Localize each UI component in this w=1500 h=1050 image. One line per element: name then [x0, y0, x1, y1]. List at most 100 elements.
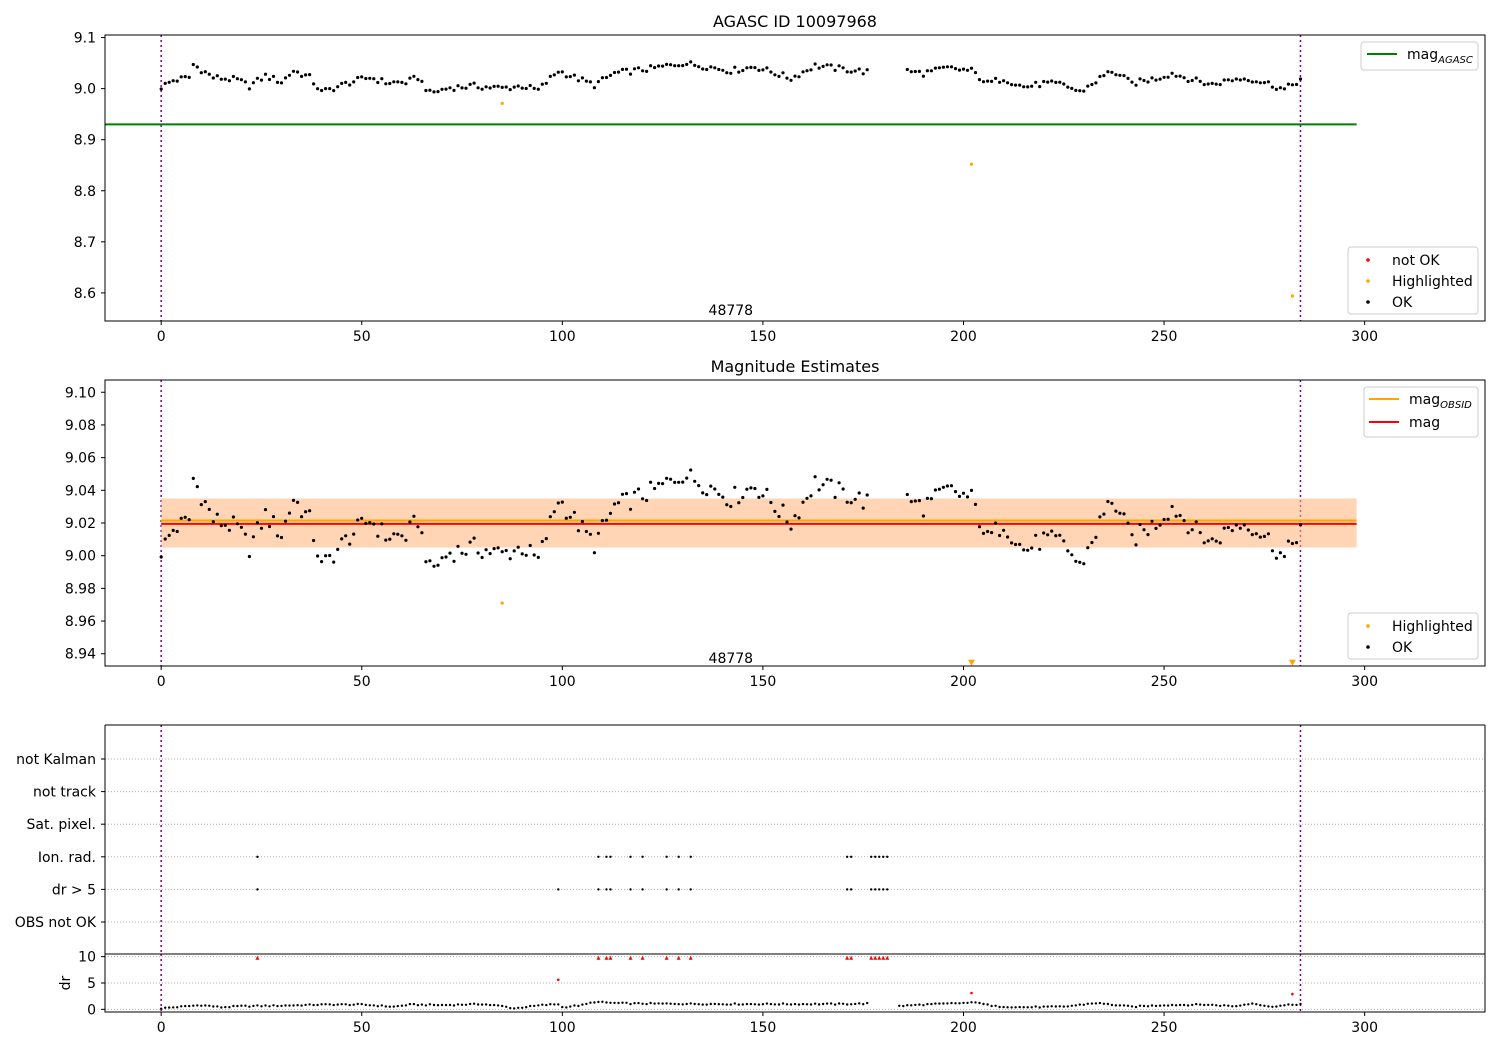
ok-point	[697, 484, 701, 488]
ok-point	[1254, 532, 1258, 536]
ok-point	[709, 484, 713, 488]
dr-ok-point	[1078, 1003, 1082, 1006]
ok-point	[508, 88, 512, 92]
ok-point	[749, 486, 753, 490]
ok-point	[632, 67, 637, 71]
ok-point	[1234, 77, 1238, 81]
dr-ok-point	[1018, 1005, 1021, 1009]
ok-point	[753, 486, 757, 491]
ok-point	[937, 66, 942, 70]
dr-ok-point	[549, 1003, 552, 1006]
dr-ok-point	[304, 1003, 307, 1007]
dr-ok-point	[1166, 1004, 1170, 1007]
dr-ok-point	[617, 1001, 620, 1005]
ok-point	[199, 71, 203, 75]
ok-point	[949, 65, 954, 69]
ok-point	[721, 68, 725, 72]
dr-ok-point	[452, 1004, 456, 1007]
ok-point	[990, 531, 994, 535]
dr-off-scale-marker	[664, 955, 669, 960]
dr-ok-point	[492, 1003, 496, 1007]
ok-point	[211, 76, 215, 80]
ok-point	[701, 67, 705, 71]
ok-point	[994, 76, 998, 80]
ok-point	[195, 65, 199, 69]
ok-point	[1286, 82, 1290, 86]
dr-panel: dr 0 50 100 150 200 250 300 0 5 10	[58, 950, 1486, 1036]
ok-point	[1138, 77, 1142, 81]
ok-point	[701, 491, 705, 495]
ok-point	[300, 515, 304, 519]
ok-point	[817, 488, 821, 492]
legend-label: OK	[1392, 640, 1413, 656]
y-tick-label: 8.94	[65, 647, 96, 663]
dr-ok-point	[1058, 1005, 1062, 1008]
ok-point	[641, 497, 645, 501]
dr-ok-point	[633, 1002, 636, 1005]
dr-ok-point	[200, 1004, 203, 1007]
dr-ok-point	[1110, 1003, 1114, 1007]
dr-ok-point	[673, 1002, 676, 1006]
ok-point	[957, 68, 962, 72]
dr-ok-point	[942, 1002, 945, 1005]
dr-ok-point	[1082, 1003, 1086, 1006]
ok-point	[516, 84, 520, 88]
ok-point	[560, 500, 564, 504]
ok-point	[741, 495, 745, 500]
ok-point	[496, 546, 500, 550]
ok-point	[600, 519, 605, 523]
dr-ok-point	[488, 1003, 492, 1007]
ok-point	[428, 88, 432, 92]
dr-ok-point	[846, 1003, 849, 1006]
ok-point	[239, 78, 243, 82]
ok-point	[187, 518, 191, 522]
ok-point	[1238, 526, 1242, 530]
dr-axis-label: dr	[58, 975, 74, 990]
legend-label: OK	[1392, 295, 1413, 311]
dr-ok-point	[364, 1003, 367, 1007]
dr-ok-point	[717, 1003, 720, 1006]
ok-point	[1130, 80, 1134, 84]
dr-ok-point	[801, 1002, 805, 1006]
ok-point	[1078, 89, 1082, 93]
dr-ok-point	[228, 1006, 231, 1009]
flag-category-label: Sat. pixel.	[27, 817, 96, 833]
ok-point	[961, 491, 966, 495]
ok-point	[693, 479, 697, 483]
ok-point	[596, 531, 601, 535]
dr-ok-point	[805, 1003, 809, 1006]
ok-point	[641, 69, 645, 73]
ok-point	[408, 76, 412, 80]
ok-point	[1094, 535, 1098, 540]
legend-label: mag	[1409, 415, 1440, 431]
x-tick-label: 0	[157, 674, 166, 690]
panel-1-title: AGASC ID 10097968	[713, 12, 877, 31]
dr-ok-point	[1199, 1003, 1202, 1006]
ok-point	[1046, 80, 1050, 84]
ok-point	[1178, 513, 1182, 518]
ok-point	[568, 515, 572, 519]
dr-ok-point	[1223, 1004, 1226, 1007]
ok-point	[649, 64, 653, 68]
dr-ok-point	[637, 1001, 640, 1005]
dr-ok-point	[340, 1003, 343, 1006]
ion-rad-flag	[874, 855, 877, 858]
dr-ok-point	[585, 1002, 588, 1006]
ok-point	[504, 548, 508, 553]
dr-ok-point	[324, 1003, 327, 1006]
ok-point	[283, 76, 288, 80]
ok-point	[251, 535, 255, 539]
ok-point	[1146, 80, 1150, 84]
dr-ok-point	[220, 1006, 223, 1009]
ok-point	[1114, 73, 1118, 77]
ok-point	[1182, 76, 1186, 80]
ok-point	[1138, 522, 1142, 527]
dr-ok-point	[1271, 1005, 1274, 1008]
dr-ok-point	[513, 1007, 516, 1010]
ok-point	[1026, 85, 1030, 89]
dr-ok-point	[605, 1001, 608, 1004]
ok-point	[1090, 82, 1094, 87]
dr-ok-point	[404, 1004, 408, 1007]
ok-point	[1006, 81, 1010, 85]
ok-point	[793, 514, 797, 518]
